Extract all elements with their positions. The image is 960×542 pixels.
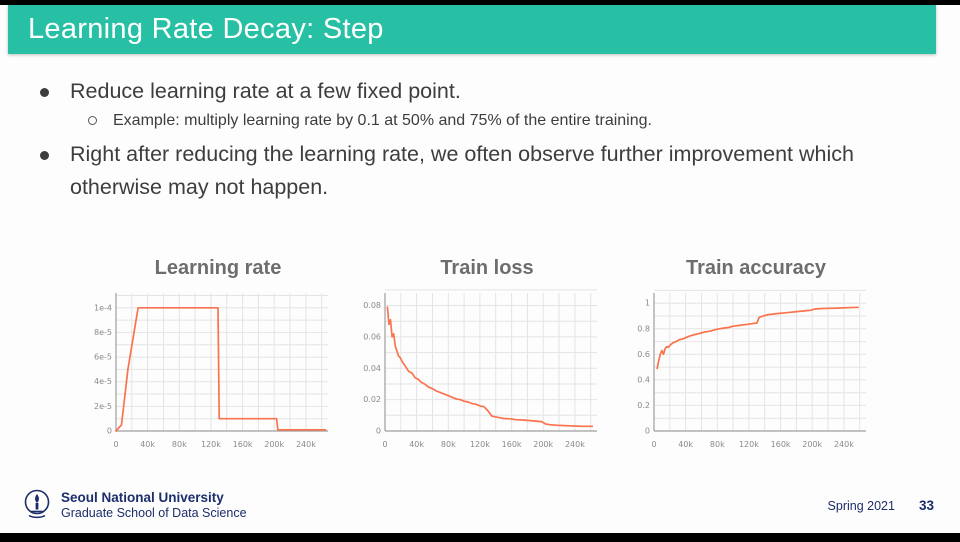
svg-text:80k: 80k (172, 440, 187, 449)
bullet-item: Reduce learning rate at a few fixed poin… (40, 75, 898, 107)
chart-title: Learning rate (154, 257, 282, 279)
svg-text:4e-5: 4e-5 (94, 377, 112, 386)
footer-text-block: Seoul National University Graduate Schoo… (61, 490, 247, 520)
bottom-border (0, 533, 960, 542)
svg-text:0.06: 0.06 (363, 332, 381, 341)
snu-logo (24, 489, 50, 519)
sub-bullet-text: Example: multiply learning rate by 0.1 a… (113, 112, 652, 130)
svg-text:0: 0 (107, 427, 112, 436)
svg-text:0: 0 (645, 427, 650, 436)
footer-left: Seoul National University Graduate Schoo… (22, 487, 247, 523)
svg-text:8e-5: 8e-5 (94, 328, 112, 337)
school-name: Graduate School of Data Science (61, 506, 247, 520)
charts-row: Learning rate 0 40k 80k 120k 160k 200k 240k 1e-… (82, 257, 872, 455)
chart-title: Train accuracy (685, 257, 827, 279)
learning-rate-chart: 0 40k 80k 120k 160k 200k 240k 1e-4 8e-5 6e-5 4e-5 2… (94, 293, 328, 449)
chart-title: Train loss (440, 257, 534, 279)
svg-text:40k: 40k (140, 440, 155, 449)
svg-text:80k: 80k (710, 440, 725, 449)
university-name: Seoul National University (61, 490, 224, 505)
svg-text:120k: 120k (470, 440, 490, 449)
svg-text:240k: 240k (296, 440, 316, 449)
svg-text:240k: 240k (565, 440, 585, 449)
bullet-text: Reduce learning rate at a few fixed poin… (70, 79, 461, 103)
sub-bullet-item: Example: multiply learning rate by 0.1 a… (88, 109, 898, 132)
svg-text:240k: 240k (834, 440, 854, 449)
svg-text:6e-5: 6e-5 (94, 353, 112, 362)
svg-text:0: 0 (376, 427, 381, 436)
svg-text:160k: 160k (771, 440, 791, 449)
svg-text:2e-5: 2e-5 (94, 402, 112, 411)
svg-text:0.02: 0.02 (363, 395, 381, 404)
svg-text:0: 0 (113, 440, 118, 449)
svg-text:0: 0 (651, 440, 656, 449)
train-loss-chart-block: Train loss 0 40k 80k 120k 160k 200k 240k 0.08 0.… (351, 257, 603, 455)
svg-text:200k: 200k (533, 440, 553, 449)
term-label: Spring 2021 (827, 498, 895, 513)
svg-text:120k: 120k (201, 440, 221, 449)
svg-text:1e-4: 1e-4 (94, 303, 112, 312)
bullet-icon (40, 88, 49, 97)
bullet-list: Reduce learning rate at a few fixed poin… (40, 75, 898, 205)
bullet-text: Right after reducing the learning rate, … (70, 142, 854, 199)
svg-text:0.8: 0.8 (637, 324, 650, 333)
svg-text:200k: 200k (802, 440, 822, 449)
header-bar: Learning Rate Decay: Step (8, 5, 936, 54)
footer-right: Spring 2021 33 (828, 498, 934, 513)
train-accuracy-chart: 0 40k 80k 120k 160k 200k 240k 1 0.8 0.6 0.4 0.2 0 (637, 289, 866, 449)
svg-text:0.04: 0.04 (363, 364, 381, 373)
svg-text:0.4: 0.4 (637, 375, 650, 384)
svg-text:0: 0 (382, 440, 387, 449)
page-number: 33 (918, 497, 934, 513)
slide-title: Learning Rate Decay: Step (28, 13, 384, 45)
top-border (0, 0, 960, 5)
slide: Learning Rate Decay: Step Reduce learnin… (0, 5, 960, 533)
svg-text:160k: 160k (502, 440, 522, 449)
footer: Seoul National University Graduate Schoo… (22, 487, 934, 523)
learning-rate-chart-block: Learning rate 0 40k 80k 120k 160k 200k 240k 1e-… (82, 257, 334, 455)
open-bullet-icon (88, 116, 97, 126)
svg-text:160k: 160k (233, 440, 253, 449)
bullet-item: Right after reducing the learning rate, … (40, 138, 898, 203)
svg-text:200k: 200k (264, 440, 284, 449)
svg-text:1: 1 (645, 299, 650, 308)
train-accuracy-chart-block: Train accuracy 0 40k 80k 120k 160k 200k 240k 1 0… (620, 257, 872, 455)
svg-text:80k: 80k (441, 440, 456, 449)
svg-text:0.08: 0.08 (363, 301, 381, 310)
svg-text:40k: 40k (409, 440, 424, 449)
svg-text:120k: 120k (739, 440, 759, 449)
svg-text:40k: 40k (678, 440, 693, 449)
svg-text:0.6: 0.6 (637, 350, 650, 359)
svg-text:0.2: 0.2 (637, 401, 650, 410)
train-loss-chart: 0 40k 80k 120k 160k 200k 240k 0.08 0.06 0.04 0.02 0 (363, 289, 597, 449)
bullet-icon (40, 151, 49, 161)
